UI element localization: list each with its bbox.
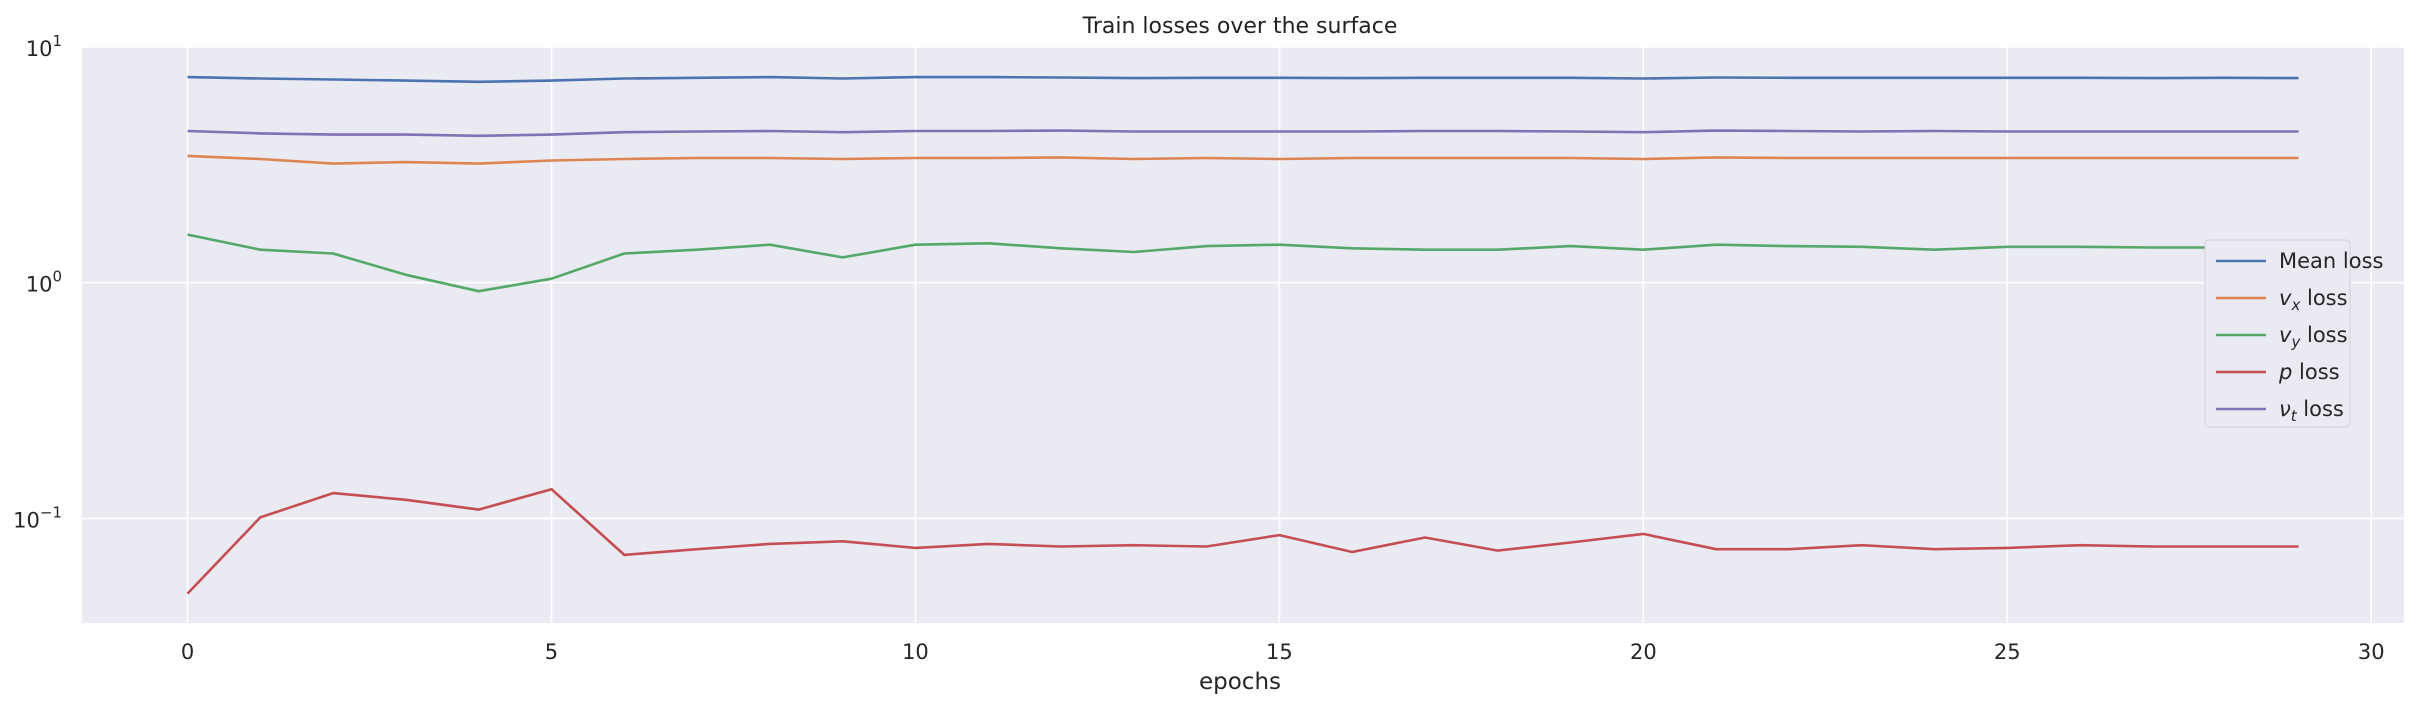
plot-background bbox=[82, 47, 2404, 623]
series-lines bbox=[186, 75, 2299, 595]
x-tick-label: 25 bbox=[1994, 640, 2021, 664]
series-line bbox=[187, 75, 2299, 84]
chart-title: Train losses over the surface bbox=[1082, 14, 1398, 39]
legend-entry: Mean loss bbox=[2279, 249, 2383, 273]
legend-entry: p loss bbox=[2278, 360, 2340, 384]
series-line bbox=[187, 154, 2299, 165]
series-line bbox=[187, 233, 2299, 293]
x-tick-label: 5 bbox=[545, 640, 558, 664]
x-axis-label: epochs bbox=[1199, 669, 1281, 695]
x-tick-label: 30 bbox=[2358, 640, 2385, 664]
y-tick-label: 10−1 bbox=[13, 503, 62, 532]
grid-lines bbox=[82, 46, 2404, 623]
series-line bbox=[186, 487, 2299, 595]
series-line bbox=[187, 129, 2299, 138]
y-tick-label: 100 bbox=[26, 268, 62, 297]
x-tick-label: 0 bbox=[181, 640, 194, 664]
y-axis: 10−1 100 101 bbox=[13, 32, 62, 532]
y-tick-label: 101 bbox=[26, 32, 62, 61]
x-tick-label: 10 bbox=[902, 640, 929, 664]
legend-entry: vy loss bbox=[2279, 323, 2348, 351]
legend: Mean loss vx loss vy loss p loss νt loss bbox=[2204, 239, 2383, 428]
legend-entry: vx loss bbox=[2279, 286, 2348, 314]
x-tick-label: 20 bbox=[1630, 640, 1657, 664]
legend-entry: νt loss bbox=[2279, 397, 2344, 425]
legend-box bbox=[2204, 239, 2351, 428]
x-axis: 0 5 10 15 20 25 30 bbox=[181, 640, 2385, 664]
x-tick-label: 15 bbox=[1266, 640, 1293, 664]
